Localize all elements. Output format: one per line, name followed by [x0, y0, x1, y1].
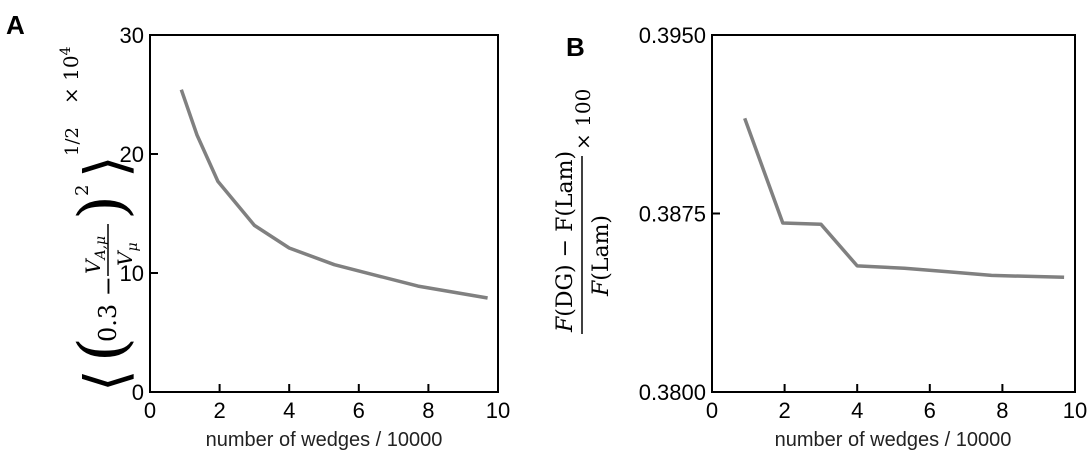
x-tick-label: 8 [422, 398, 434, 423]
x-tick-label: 0 [144, 398, 156, 423]
svg-text:2: 2 [72, 185, 93, 196]
svg-text:× 104: × 104 [58, 46, 83, 104]
svg-text:1/2: 1/2 [62, 127, 83, 156]
x-axis-label-a: number of wedges / 10000 [206, 429, 443, 451]
y-tick-label: 0 [132, 380, 144, 405]
panel-letter-a: A [6, 10, 25, 40]
x-tick-label: 8 [996, 398, 1008, 423]
x-tick-label: 10 [486, 398, 510, 423]
svg-text:F(Lam): F(Lam) [589, 215, 614, 297]
y-axis-label-a: ⟨ ( 0.3 − VA,μ Vμ ) 2 ⟩ 1/2 × 104 [58, 46, 141, 392]
x-tick-label: 0 [706, 398, 718, 423]
x-tick-label: 10 [1063, 398, 1087, 423]
y-ticks-b: 0.3800 0.3875 0.3950 [639, 23, 720, 405]
x-tick-label: 6 [924, 398, 936, 423]
x-ticks-b: 0 2 4 6 8 10 [706, 384, 1087, 423]
x-tick-label: 4 [283, 398, 295, 423]
x-axis-label-b: number of wedges / 10000 [775, 429, 1012, 451]
y-tick-label: 0.3950 [639, 23, 706, 48]
plot-frame-b [711, 34, 1076, 393]
panel-b: B 0 2 4 6 8 10 0.3800 0.3875 0.3950 number of w… [553, 23, 1087, 451]
y-tick-label: 0.3875 [639, 202, 706, 227]
series-a [179, 89, 488, 300]
svg-text:⟨: ⟨ [72, 369, 140, 392]
series-line-b [743, 117, 1065, 280]
svg-text:F(DG) − F(Lam): F(DG) − F(Lam) [553, 151, 578, 333]
svg-text:0.3 −: 0.3 − [94, 276, 122, 342]
x-tick-label: 4 [851, 398, 863, 423]
y-tick-label: 10 [120, 261, 144, 286]
x-tick-label: 2 [778, 398, 790, 423]
y-tick-label: 20 [120, 142, 144, 167]
y-tick-label: 0.3800 [639, 380, 706, 405]
y-axis-label-b: F(DG) − F(Lam) F(Lam) × 100 [553, 89, 614, 334]
svg-text:⟩: ⟩ [72, 155, 140, 178]
x-ticks-a: 0 2 4 6 8 10 [144, 384, 510, 423]
x-tick-label: 6 [353, 398, 365, 423]
svg-text:VA,μ: VA,μ [81, 236, 109, 274]
series-b [743, 117, 1065, 280]
svg-text:× 100: × 100 [571, 89, 595, 150]
x-tick-label: 2 [213, 398, 225, 423]
svg-text:): ) [66, 195, 140, 220]
panel-letter-b: B [566, 32, 585, 62]
svg-text:(: ( [66, 337, 140, 362]
y-tick-label: 30 [120, 23, 144, 48]
panel-a: A 0 2 4 6 8 10 0 10 20 30 number of wedges / 100… [6, 10, 510, 451]
series-line-a [179, 89, 488, 300]
plot-frame-a [149, 34, 499, 393]
svg-text:Vμ: Vμ [113, 242, 141, 266]
y-ticks-a: 0 10 20 30 [120, 23, 158, 405]
